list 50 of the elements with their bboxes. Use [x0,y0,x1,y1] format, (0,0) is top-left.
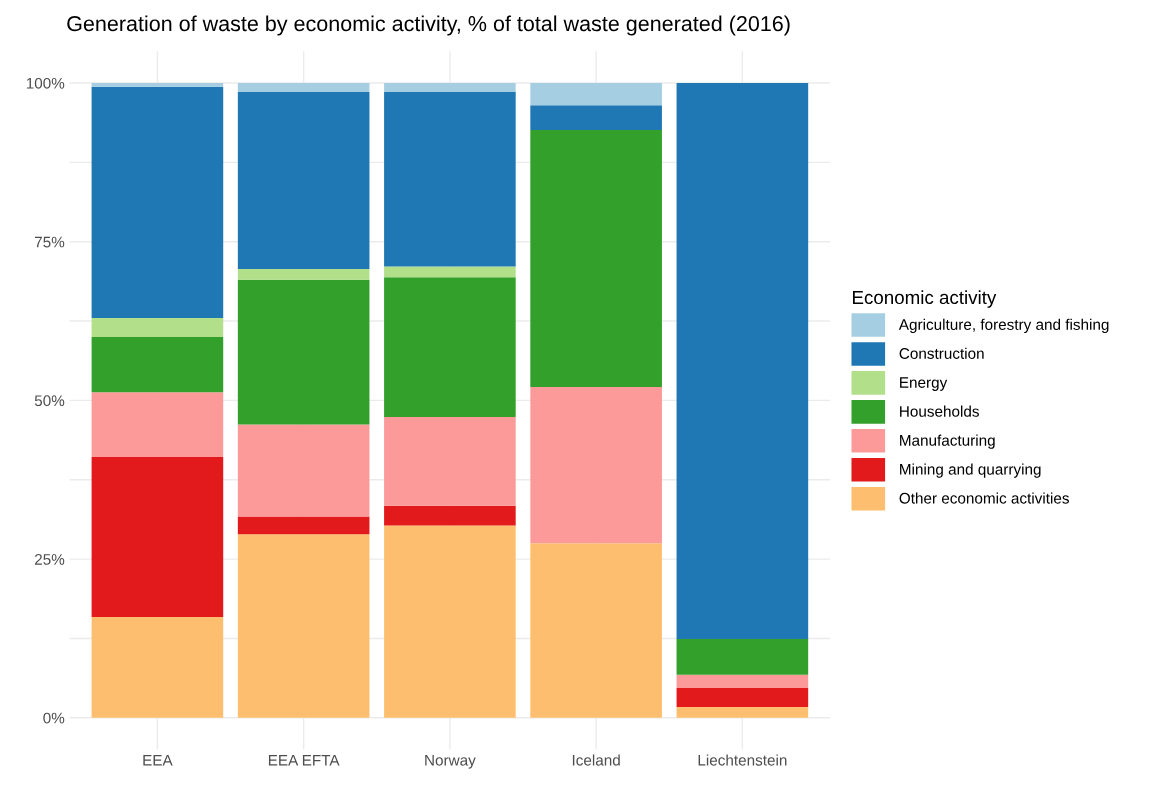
bar [530,543,662,718]
bar [384,277,516,417]
legend-label: Manufacturing [900,434,995,449]
bar [237,83,370,92]
bar [237,534,370,718]
bar [237,516,370,535]
bar [91,392,224,457]
legend-label: Other economic activities [899,492,1069,504]
y-tick-label: 100% [26,77,65,89]
bar [530,387,662,544]
bar [237,424,370,517]
y-tick-label: 25% [34,553,65,565]
legend-label: Mining and quarrying [900,463,1041,478]
legend-label: Households [900,405,979,417]
bar [676,639,809,675]
bar [237,269,370,280]
bar [676,707,809,718]
bar [676,674,809,688]
bar [384,505,516,526]
y-tick-label: 0% [43,712,65,724]
bar [530,105,662,130]
x-tick-label: EEA EFTA [268,754,340,766]
x-tick-label: Norway [425,754,476,769]
bar [91,336,224,393]
x-tick-label: Iceland [572,754,620,766]
bar [384,91,516,267]
bar [676,83,809,640]
chart-title: Generation of waste by economic activity, % of total waste generated (2016) [67,15,790,36]
legend-title: Economic activity [853,290,997,308]
bar [237,279,370,425]
legend-label: Construction [899,347,984,359]
bar [91,456,224,617]
legend-label: Energy [900,377,948,391]
bar [91,317,224,337]
bar [676,687,809,708]
bar [237,91,370,270]
bar [91,83,224,87]
bar [384,525,516,718]
y-tick-label: 75% [35,236,65,248]
bar [91,86,224,318]
legend-label: Agriculture, forestry and fishing [898,318,1109,333]
bar [530,130,662,388]
bar [530,83,662,106]
bar [91,616,224,718]
x-tick-label: Liechtenstein [698,754,787,766]
bar [384,266,516,278]
bar [384,416,516,506]
x-tick-label: EEA [143,754,173,766]
bar [384,83,516,92]
y-tick-label: 50% [34,395,65,407]
